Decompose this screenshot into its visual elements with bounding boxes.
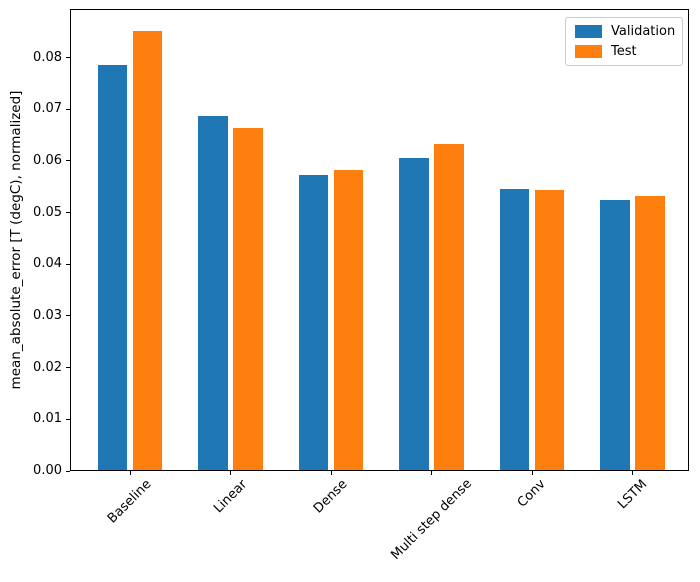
y-tick-label: 0.01 bbox=[33, 411, 62, 427]
bar-test-multi-step-dense bbox=[434, 143, 464, 470]
bar-test-lstm bbox=[635, 195, 665, 470]
y-tick-mark bbox=[66, 263, 70, 265]
bar-test-linear bbox=[233, 127, 263, 470]
bar-validation-linear bbox=[198, 116, 228, 470]
y-axis-label: mean_absolute_error [T (degC), normalize… bbox=[8, 90, 24, 390]
legend-swatch-validation bbox=[575, 25, 602, 38]
legend-entry-test: Test bbox=[575, 44, 673, 59]
bar-validation-multi-step-dense bbox=[399, 157, 429, 470]
y-tick-label: 0.05 bbox=[33, 204, 62, 220]
bar-validation-baseline bbox=[97, 65, 128, 470]
y-tick-mark bbox=[66, 367, 70, 369]
y-tick-mark bbox=[66, 160, 70, 162]
x-tick-label-dense: Dense bbox=[310, 476, 351, 517]
x-tick-label-conv: Conv bbox=[514, 476, 549, 511]
y-tick-mark bbox=[66, 418, 70, 420]
plot-area bbox=[70, 9, 689, 471]
y-tick-label: 0.03 bbox=[33, 307, 62, 323]
y-tick-label: 0.04 bbox=[33, 256, 62, 272]
y-tick-mark bbox=[66, 470, 70, 472]
y-tick-label: 0.06 bbox=[33, 152, 62, 168]
bar-validation-lstm bbox=[600, 200, 630, 470]
y-tick-label: 0.07 bbox=[33, 101, 62, 117]
y-tick-mark bbox=[66, 108, 70, 110]
y-tick-label: 0.00 bbox=[33, 463, 62, 478]
x-tick-mark bbox=[330, 471, 332, 475]
x-tick-mark bbox=[129, 471, 131, 475]
bar-test-conv bbox=[534, 190, 565, 470]
legend-entry-validation: Validation bbox=[575, 24, 676, 39]
x-tick-label-linear: Linear bbox=[210, 476, 250, 517]
legend-swatch-test bbox=[575, 45, 602, 58]
bar-validation-dense bbox=[298, 175, 329, 470]
legend-label-validation: Validation bbox=[611, 24, 676, 39]
bar-validation-conv bbox=[499, 189, 530, 470]
bar-test-baseline bbox=[132, 30, 163, 470]
x-tick-mark bbox=[431, 471, 432, 475]
x-tick-mark bbox=[632, 471, 633, 475]
x-tick-mark bbox=[531, 471, 533, 475]
bar-test-dense bbox=[333, 169, 364, 470]
x-tick-mark bbox=[230, 471, 231, 475]
y-tick-mark bbox=[66, 57, 70, 59]
x-tick-label-baseline: Baseline bbox=[104, 476, 155, 527]
legend: Validation Test bbox=[565, 17, 683, 66]
legend-label-test: Test bbox=[611, 44, 637, 59]
y-tick-label: 0.02 bbox=[33, 359, 62, 375]
x-tick-label-multi-step-dense: Multi step dense bbox=[387, 476, 475, 564]
y-tick-label: 0.08 bbox=[33, 49, 62, 65]
x-tick-label-lstm: LSTM bbox=[614, 477, 650, 513]
y-tick-mark bbox=[66, 212, 70, 214]
y-tick-mark bbox=[66, 315, 70, 317]
